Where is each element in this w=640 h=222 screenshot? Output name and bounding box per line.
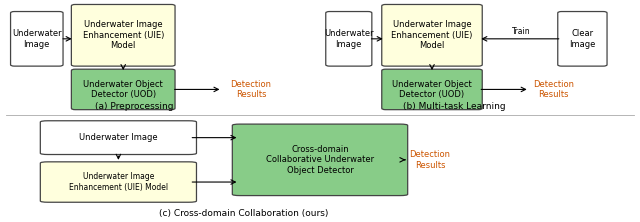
FancyBboxPatch shape	[232, 124, 408, 196]
FancyBboxPatch shape	[381, 4, 483, 66]
FancyBboxPatch shape	[10, 12, 63, 66]
Text: Underwater
Image: Underwater Image	[324, 29, 374, 49]
FancyBboxPatch shape	[558, 12, 607, 66]
Text: (a) Preprocessing: (a) Preprocessing	[95, 102, 173, 111]
Text: Underwater Object
Detector (UOD): Underwater Object Detector (UOD)	[83, 80, 163, 99]
Text: Cross-domain
Collaborative Underwater
Object Detector: Cross-domain Collaborative Underwater Ob…	[266, 145, 374, 175]
FancyBboxPatch shape	[381, 69, 483, 110]
FancyBboxPatch shape	[326, 12, 372, 66]
FancyBboxPatch shape	[40, 162, 196, 202]
Text: Underwater Object
Detector (UOD): Underwater Object Detector (UOD)	[392, 80, 472, 99]
FancyBboxPatch shape	[72, 4, 175, 66]
Text: Underwater Image
Enhancement (UIE) Model: Underwater Image Enhancement (UIE) Model	[69, 172, 168, 192]
Text: Underwater Image
Enhancement (UIE)
Model: Underwater Image Enhancement (UIE) Model	[83, 20, 164, 50]
Text: Underwater
Image: Underwater Image	[12, 29, 61, 49]
Text: Clear
Image: Clear Image	[569, 29, 596, 49]
FancyBboxPatch shape	[40, 121, 196, 155]
Text: (c) Cross-domain Collaboration (ours): (c) Cross-domain Collaboration (ours)	[159, 208, 328, 218]
Text: (b) Multi-task Learning: (b) Multi-task Learning	[403, 102, 506, 111]
Text: Detection
Results: Detection Results	[532, 80, 574, 99]
Text: Underwater Image
Enhancement (UIE)
Model: Underwater Image Enhancement (UIE) Model	[391, 20, 473, 50]
Text: Train: Train	[511, 27, 531, 36]
FancyBboxPatch shape	[72, 69, 175, 110]
Text: Detection
Results: Detection Results	[230, 80, 271, 99]
Text: Underwater Image: Underwater Image	[79, 133, 157, 142]
Text: Detection
Results: Detection Results	[410, 150, 451, 170]
